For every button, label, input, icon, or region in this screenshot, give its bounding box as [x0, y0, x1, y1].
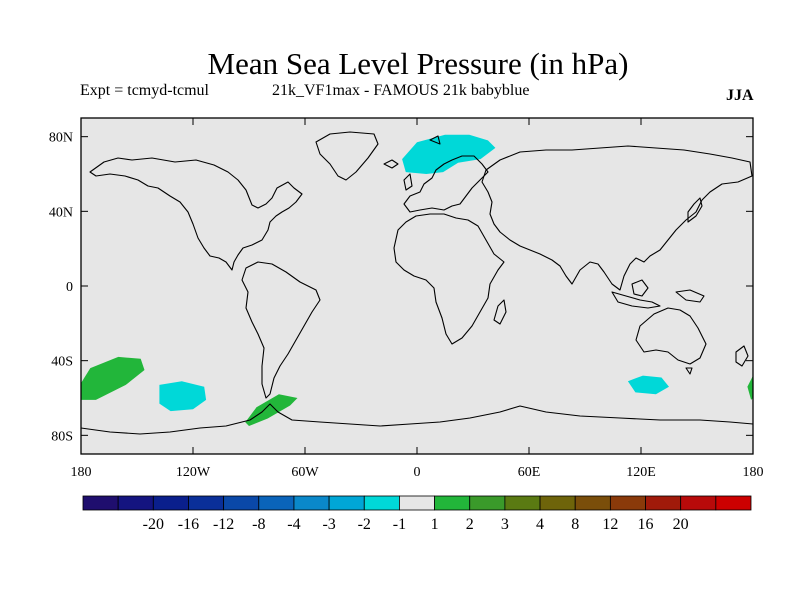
lon-tick-label: 60E	[518, 465, 541, 480]
coastline-antarctica	[81, 403, 753, 435]
coastline-svalbard	[429, 135, 441, 145]
coastline-asia	[481, 145, 753, 291]
colorbar-label: -1	[393, 516, 406, 533]
map-title: Mean Sea Level Pressure (in hPa)	[207, 46, 629, 81]
colorbar-label: 3	[501, 516, 509, 533]
colorbar-label: -16	[178, 516, 199, 533]
coastline-tasmania	[685, 367, 693, 375]
coastlines	[81, 131, 753, 435]
lat-tick-label: 40N	[49, 205, 73, 220]
lat-tick-label: 40S	[51, 355, 73, 370]
colorbar-swatch	[399, 495, 435, 511]
coastline-greenland	[315, 131, 379, 181]
anomaly-regions	[81, 134, 753, 426]
colorbar-label: -8	[252, 516, 265, 533]
colorbar-label: 12	[602, 516, 618, 533]
lon-tick-label: 180	[71, 465, 92, 480]
colorbar-swatch	[609, 495, 646, 511]
colorbar-swatch	[715, 495, 752, 511]
colorbar: -20 -16 -12 -8 -4 -3 -2 -1 1 2 3 4 8 12 16 20	[82, 495, 752, 533]
colorbar-swatch	[504, 495, 541, 511]
region-scandinavia-negative	[402, 134, 496, 174]
colorbar-swatch	[117, 495, 154, 511]
lon-tick-label: 60W	[291, 465, 319, 480]
lon-tick-label: 180	[743, 465, 764, 480]
colorbar-swatch	[188, 495, 225, 511]
coastline-new-zealand	[735, 345, 749, 367]
coastline-iceland	[383, 159, 399, 169]
experiment-label: Expt = tcmyd-tcmul	[80, 82, 209, 99]
colorbar-label: -4	[287, 516, 300, 533]
colorbar-swatch	[680, 495, 717, 511]
colorbar-swatch	[469, 495, 506, 511]
colorbar-swatch	[363, 495, 400, 511]
coastline-new-guinea	[675, 289, 705, 303]
colorbar-swatch	[152, 495, 189, 511]
colorbar-label: -3	[322, 516, 335, 533]
coastline-japan	[687, 197, 703, 223]
colorbar-swatch	[645, 495, 682, 511]
colorbar-label: 4	[536, 516, 544, 533]
colorbar-label: -2	[358, 516, 371, 533]
colorbar-label: 2	[466, 516, 474, 533]
region-drake-passage-positive	[245, 394, 298, 426]
lon-tick-label: 0	[414, 465, 421, 480]
coastline-africa	[393, 213, 505, 345]
colorbar-swatch	[434, 495, 471, 511]
season-label: JJA	[726, 87, 754, 104]
region-dateline-positive	[747, 375, 753, 400]
lat-tick-label: 0	[66, 280, 73, 295]
lon-tick-label: 120W	[176, 465, 211, 480]
coastline-europe	[403, 155, 489, 213]
colorbar-label: 16	[638, 516, 654, 533]
map-axes: 80N 40N 0 40S 80S 180 120W 60W 0 60E 120E 180	[49, 118, 764, 480]
lat-tick-label: 80S	[51, 429, 73, 444]
colorbar-label: 20	[673, 516, 689, 533]
lon-tick-label: 120E	[626, 465, 656, 480]
coastline-madagascar	[493, 299, 507, 325]
lat-tick-label: 80N	[49, 131, 73, 146]
region-south-pacific-positive	[81, 356, 145, 400]
run-label: 21k_VF1max - FAMOUS 21k babyblue	[272, 82, 530, 99]
colorbar-swatch	[574, 495, 611, 511]
coastline-borneo	[631, 279, 649, 297]
colorbar-swatch	[82, 495, 119, 511]
coastline-indonesia	[611, 291, 661, 309]
colorbar-label: -20	[143, 516, 164, 533]
colorbar-swatch	[328, 495, 365, 511]
colorbar-label: 8	[571, 516, 579, 533]
coastline-south-america	[241, 261, 321, 399]
region-south-indian-negative	[627, 375, 669, 395]
colorbar-swatch	[258, 495, 295, 511]
coastline-australia	[635, 307, 707, 365]
colorbar-label: -12	[213, 516, 234, 533]
colorbar-swatch	[539, 495, 576, 511]
region-southeast-pacific-negative	[159, 381, 207, 412]
colorbar-label: 1	[431, 516, 439, 533]
coastline-british-isles	[403, 173, 413, 191]
coastline-north-america	[89, 157, 303, 271]
colorbar-swatch	[293, 495, 330, 511]
colorbar-swatch	[223, 495, 260, 511]
